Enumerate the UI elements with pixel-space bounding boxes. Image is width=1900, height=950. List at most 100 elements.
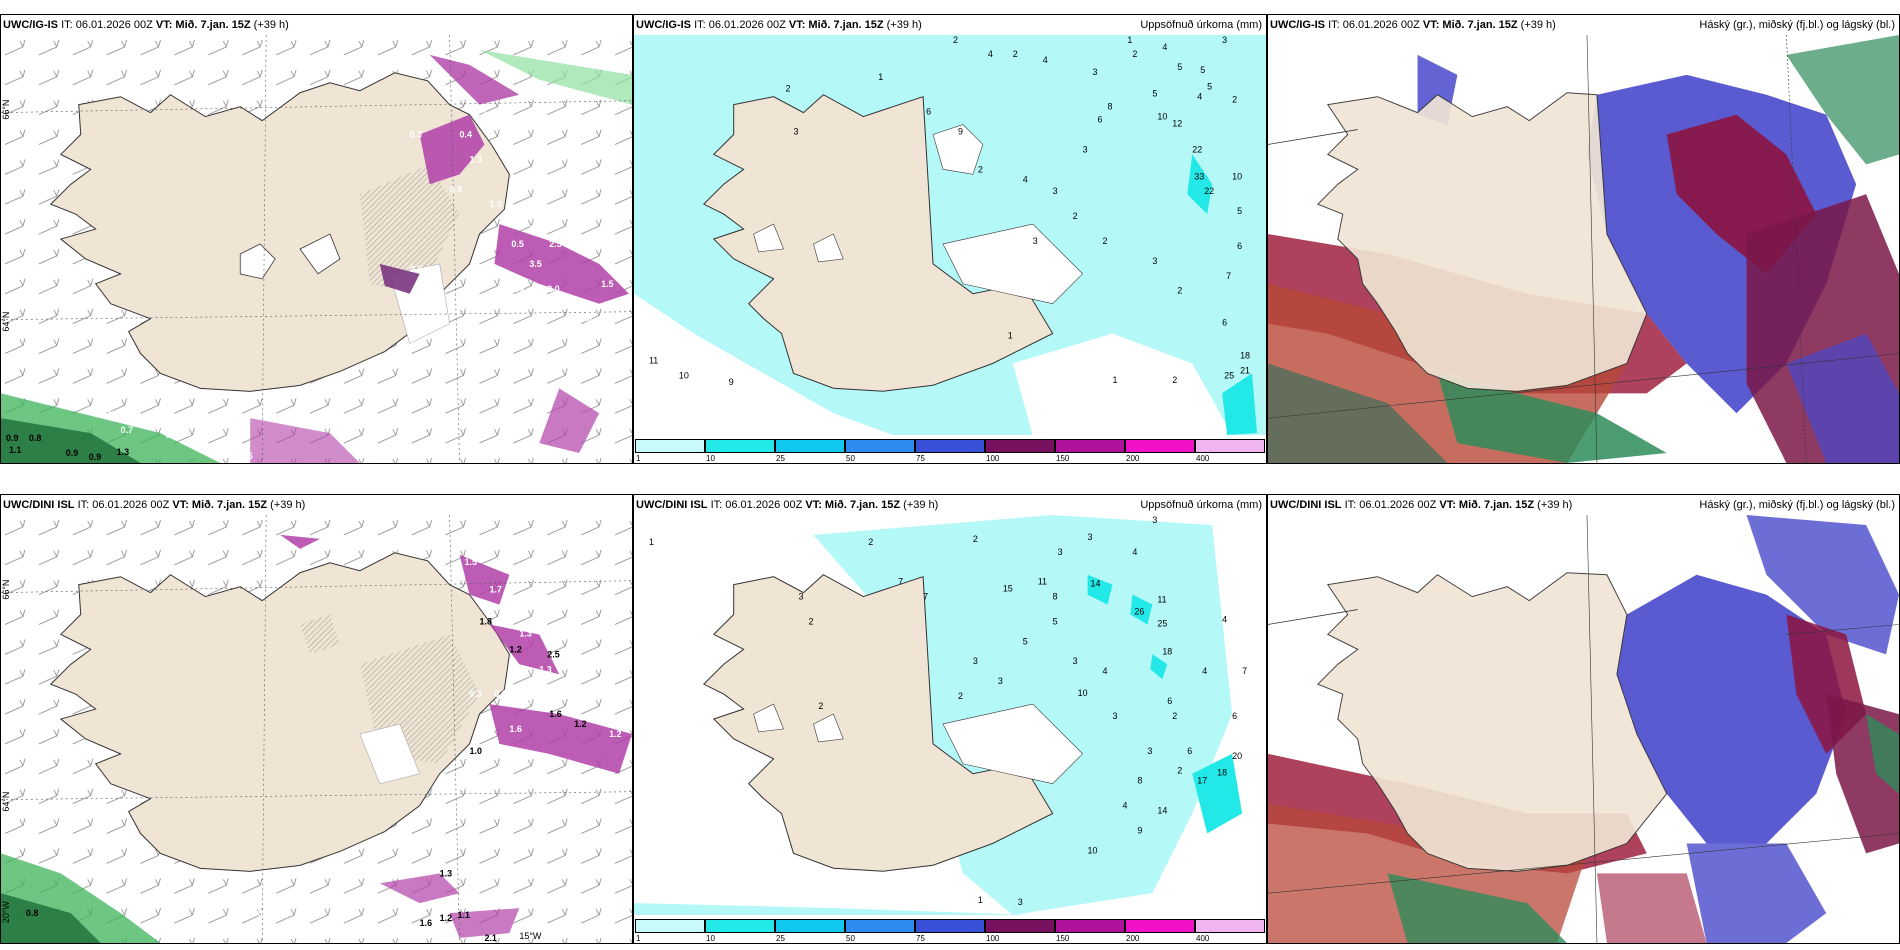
map-canvas: 3 2 3 3 4 11 8 15 14 26 25 18 10 11 2 1 … (634, 515, 1266, 915)
coastline-iceland (49, 552, 510, 872)
precip-legend: 1 10 25 50 75 100 150 200 400 (634, 435, 1266, 463)
precip-label: 1 (878, 72, 883, 82)
panel-header: UWC/IG-IS IT: 06.01.2026 00Z VT: Mið. 7.… (1, 15, 632, 35)
snow-label: 0.7 (121, 425, 133, 435)
axis-label-66n: 66°N (1, 100, 11, 120)
map-area (1268, 35, 1899, 463)
model-name: UWC/IG-IS (1270, 19, 1325, 31)
precip-label: 5 (1023, 636, 1028, 646)
precip-label: 17 (1197, 776, 1207, 786)
precip-label: 2 (1232, 95, 1237, 105)
precip-label: 14 (1091, 579, 1101, 589)
map-area: 66°N 64°N 0.8 1.3 0.3 0.4 1.3 0.8 0.7 1.… (1, 35, 632, 463)
snow-label: 2.4 (511, 284, 523, 294)
legend-swatch (1125, 439, 1195, 453)
legend-swatch (1195, 919, 1265, 933)
precip-label: 6 (1232, 711, 1237, 721)
precip-label: 1 (1112, 375, 1117, 385)
legend-swatch (705, 919, 775, 933)
precip-label: 1 (1008, 330, 1013, 340)
precip-label: 3 (1112, 711, 1117, 721)
legend-tick: 150 (1056, 454, 1070, 463)
legend-swatch (1195, 439, 1265, 453)
init-time: IT: 06.01.2026 00Z (710, 499, 803, 511)
precip-label: 3 (998, 676, 1003, 686)
valid-time-label: VT: (172, 499, 189, 511)
snow-label: 0.7 (165, 430, 177, 440)
panel-subtitle: Háský (gr.), miðský (fj.bl.) og lágský (… (1699, 19, 1895, 31)
legend-swatch (1125, 919, 1195, 933)
precip-label: 5 (1207, 82, 1212, 92)
axis-label-66n: 66°N (1, 580, 11, 600)
precip-label: 2 (958, 691, 963, 701)
precip-label: 2 (1132, 49, 1137, 59)
precip-label: 22 (1192, 144, 1202, 154)
panel-subtitle: Uppsöfnuð úrkoma (mm) (1140, 19, 1262, 31)
snow-label: 0.9 (89, 452, 101, 462)
precip-label: 3 (1058, 547, 1063, 557)
snow-label: 1.1 (458, 910, 470, 920)
axis-label-20w: 20°W (1, 901, 11, 924)
snow-label: 0.4 (460, 130, 472, 140)
snow-label: 1.3 (519, 628, 531, 638)
coastline-iceland (49, 72, 510, 392)
precip-label: 2 (1103, 236, 1108, 246)
legend-swatch (985, 439, 1055, 453)
snow-label: 0.3 (470, 689, 482, 699)
precip-label: 4 (1162, 42, 1167, 52)
snow-label: 1.6 (420, 918, 432, 928)
precip-label: 11 (649, 355, 658, 365)
precip-label: 18 (1162, 646, 1172, 656)
precip-legend: 1 10 25 50 75 100 150 200 400 (634, 915, 1266, 943)
snow-label: 0.9 (66, 448, 78, 458)
precip-label: 3 (1222, 35, 1227, 45)
snow-label: 1.0 (489, 199, 501, 209)
init-time: IT: 06.01.2026 00Z (694, 19, 786, 31)
init-time: IT: 06.01.2026 00Z (61, 19, 153, 31)
precip-label: 3 (1152, 515, 1157, 525)
lead-time: (+39 h) (903, 499, 939, 511)
valid-time-label: VT: (1422, 19, 1440, 31)
precip-label: 6 (1167, 696, 1172, 706)
snow-label: 1.6 (549, 709, 561, 719)
valid-time-label: VT: (805, 499, 822, 511)
snow-label: 1.3 (474, 110, 486, 120)
valid-time: Mið. 7.jan. 15Z (191, 499, 268, 511)
panel-ig-clouds: UWC/IG-IS IT: 06.01.2026 00Z VT: Mið. 7.… (1267, 14, 1900, 464)
legend-tick: 50 (846, 934, 855, 943)
snow-label: 0.8 (250, 908, 262, 918)
precip-label: 6 (1187, 746, 1192, 756)
legend-swatch (985, 919, 1055, 933)
precip-label: 2 (786, 84, 791, 94)
precip-label: 10 (1157, 112, 1167, 122)
precip-label: 9 (729, 377, 734, 387)
model-name: UWC/IG-IS (3, 19, 58, 31)
precip-label: 4 (1197, 92, 1202, 102)
precip-label: 6 (1237, 241, 1242, 251)
map-area: 3 2 4 2 4 1 2 4 3 5 5 5 5 2 12 10 6 8 22… (634, 35, 1266, 435)
valid-time-label: VT: (155, 19, 173, 31)
panel-header: UWC/DINI ISL IT: 06.01.2026 00Z VT: Mið.… (1, 495, 632, 515)
panel-dini-clouds: UWC/DINI ISL IT: 06.01.2026 00Z VT: Mið.… (1267, 494, 1900, 944)
legend-tick: 75 (916, 454, 925, 463)
precip-label: 18 (1240, 350, 1250, 360)
legend-tick: 200 (1126, 934, 1140, 943)
axis-label-15w: 15°W (519, 931, 542, 941)
panel-header: UWC/IG-IS IT: 06.01.2026 00Z VT: Mið. 7.… (634, 15, 1266, 35)
map-canvas: 66°N 64°N 0.8 1.3 0.3 0.4 1.3 0.8 0.7 1.… (1, 35, 632, 463)
precip-label: 7 (923, 592, 928, 602)
snow-label: 0.7 (509, 159, 521, 169)
precip-label: 1 (1127, 35, 1132, 45)
precip-label: 2 (1177, 766, 1182, 776)
snow-label: 1.0 (470, 746, 482, 756)
precip-label: 3 (798, 592, 803, 602)
legend-tick: 50 (846, 454, 855, 463)
lead-time: (+39 h) (253, 19, 289, 31)
precip-label: 2 (1172, 375, 1177, 385)
precip-label: 5 (1177, 62, 1182, 72)
legend-tick: 10 (706, 454, 715, 463)
precip-label: 3 (793, 127, 798, 137)
precip-label: 25 (1224, 370, 1234, 380)
init-time: IT: 06.01.2026 00Z (1344, 499, 1437, 511)
snow-label: 2.5 (549, 239, 561, 249)
